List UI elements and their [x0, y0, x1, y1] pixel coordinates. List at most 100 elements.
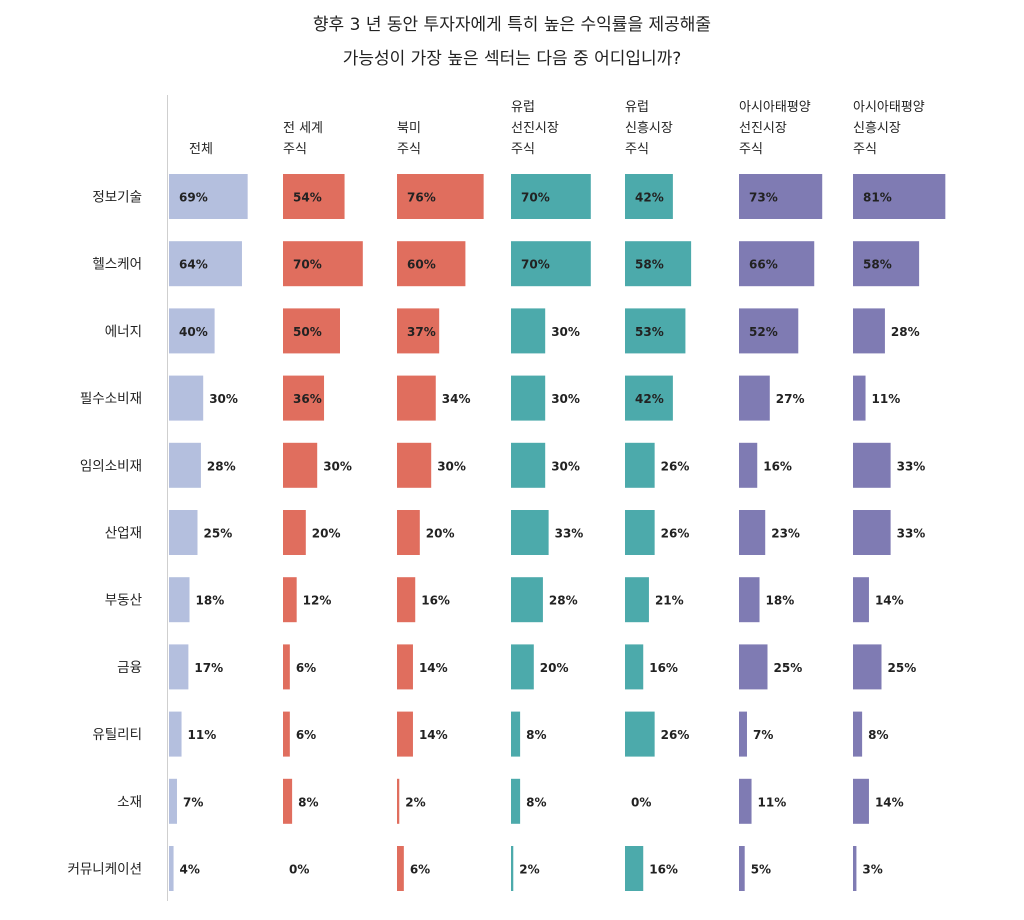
bar: [853, 711, 863, 757]
data-label: 2%: [519, 863, 539, 877]
data-label: 4%: [180, 863, 200, 877]
data-label: 18%: [196, 594, 225, 608]
series-header: 신흥시장: [625, 121, 673, 136]
data-label: 30%: [437, 459, 466, 473]
category-label: 임의소비재: [80, 458, 142, 474]
data-label: 70%: [521, 258, 550, 272]
data-label: 54%: [293, 191, 322, 205]
bar: [169, 778, 177, 824]
bar: [397, 442, 432, 488]
bar: [739, 174, 823, 219]
bar: [511, 778, 521, 824]
bar: [739, 577, 760, 623]
data-label: 11%: [872, 392, 901, 406]
series-header: 신흥시장: [853, 121, 901, 136]
series-header: 주식: [739, 142, 763, 157]
data-label: 14%: [875, 594, 904, 608]
bar: [625, 644, 644, 690]
data-label: 42%: [635, 392, 664, 406]
data-label: 16%: [649, 863, 678, 877]
data-label: 0%: [631, 795, 651, 809]
bar: [169, 308, 215, 354]
bar: [397, 174, 484, 219]
bar: [739, 846, 745, 891]
data-label: 23%: [771, 527, 800, 541]
bar: [739, 375, 770, 421]
bar: [397, 644, 413, 690]
data-label: 27%: [776, 392, 805, 406]
bar: [511, 241, 591, 287]
data-label: 7%: [183, 795, 203, 809]
bar: [853, 442, 891, 488]
data-label: 16%: [763, 459, 792, 473]
bar: [511, 644, 534, 690]
bar: [511, 375, 546, 421]
bar: [739, 241, 815, 287]
data-label: 70%: [521, 191, 550, 205]
data-label: 33%: [897, 459, 926, 473]
series-header: 아시아태평양: [853, 100, 925, 115]
category-label: 정보기술: [92, 190, 142, 206]
data-label: 11%: [188, 728, 217, 742]
series-header: 선진시장: [511, 121, 559, 136]
series-header: 주식: [283, 142, 307, 157]
series-header: 유럽: [625, 100, 649, 115]
bar: [169, 241, 242, 287]
category-label: 금융: [117, 660, 142, 676]
data-label: 30%: [209, 392, 238, 406]
data-label: 14%: [875, 795, 904, 809]
bar: [397, 375, 436, 421]
bar: [853, 577, 869, 623]
chart-title: 향후 3 년 동안 투자자에게 특히 높은 수익률을 제공해줄 가능성이 가장 …: [0, 8, 1024, 76]
bar: [853, 644, 882, 690]
bar: [853, 174, 946, 219]
series-header: 주식: [397, 142, 421, 157]
data-label: 11%: [758, 795, 787, 809]
bar: [283, 644, 290, 690]
data-label: 36%: [293, 392, 322, 406]
data-label: 34%: [442, 392, 471, 406]
data-label: 64%: [179, 258, 208, 272]
bar: [853, 778, 869, 824]
bar: [853, 375, 866, 421]
bar: [283, 577, 297, 623]
data-label: 14%: [419, 728, 448, 742]
bar: [283, 241, 363, 287]
category-label: 산업재: [105, 526, 142, 542]
data-label: 33%: [897, 527, 926, 541]
category-label: 필수소비재: [80, 391, 142, 407]
data-label: 16%: [421, 594, 450, 608]
data-label: 18%: [766, 594, 795, 608]
bar: [511, 711, 521, 757]
data-label: 33%: [555, 527, 584, 541]
data-label: 58%: [863, 258, 892, 272]
bar: [511, 846, 514, 891]
bar: [739, 442, 758, 488]
data-label: 6%: [296, 661, 316, 675]
bar: [283, 308, 340, 354]
data-label: 26%: [661, 459, 690, 473]
bar: [853, 308, 885, 354]
data-label: 20%: [426, 527, 455, 541]
data-label: 26%: [661, 728, 690, 742]
bar: [625, 510, 655, 555]
data-label: 30%: [551, 325, 580, 339]
data-label: 16%: [649, 661, 678, 675]
data-label: 20%: [540, 661, 569, 675]
bar: [511, 308, 546, 354]
series-header: 주식: [511, 142, 535, 157]
data-label: 53%: [635, 325, 664, 339]
bar: [853, 510, 891, 555]
data-label: 21%: [655, 594, 684, 608]
bar: [511, 174, 591, 219]
bar: [739, 711, 747, 757]
series-header: 북미: [397, 121, 421, 136]
data-label: 37%: [407, 325, 436, 339]
bar: [397, 778, 400, 824]
data-label: 8%: [526, 795, 546, 809]
bar: [853, 241, 920, 287]
data-label: 25%: [774, 661, 803, 675]
bar: [169, 711, 182, 757]
bar: [397, 308, 440, 354]
